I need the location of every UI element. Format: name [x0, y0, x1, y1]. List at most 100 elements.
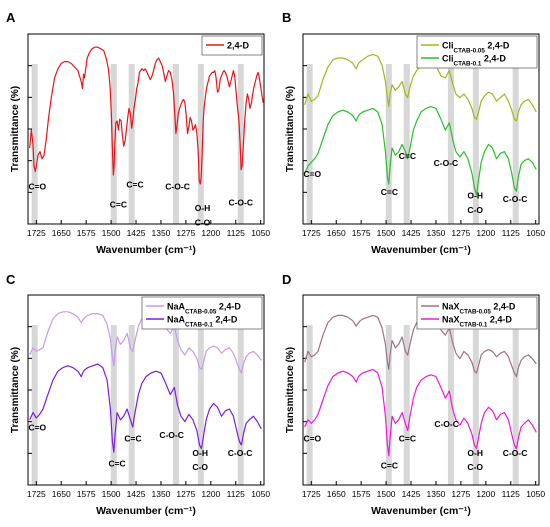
x-tick-label: 1200: [476, 489, 495, 499]
x-tick-label: 1125: [502, 489, 521, 499]
band-highlight: [472, 325, 479, 485]
band-highlight: [110, 325, 117, 485]
peak-annotation: C-O-C: [228, 198, 253, 208]
peak-annotation: C-O-C: [434, 158, 459, 168]
x-tick-label: 1650: [327, 228, 346, 238]
band-highlight: [447, 64, 454, 224]
x-tick-label: 1050: [526, 489, 545, 499]
peak-annotation: C=C: [110, 199, 127, 209]
peak-annotation: O-H: [467, 190, 483, 200]
x-tick-label: 1575: [77, 489, 96, 499]
band-highlight: [31, 64, 38, 224]
x-axis-label: Wavenumber (cm⁻¹): [371, 244, 471, 256]
x-tick-label: 1575: [77, 228, 96, 238]
panel-label: C: [6, 272, 16, 287]
band-highlight: [512, 64, 519, 224]
legend-entry: CliCTAB-0.05 2,4-D: [442, 41, 510, 55]
x-tick-label: 1500: [102, 228, 121, 238]
peak-annotation: O-H: [467, 448, 483, 458]
band-highlight: [197, 325, 204, 485]
x-tick-label: 1050: [526, 228, 545, 238]
x-axis-label: Wavenumber (cm⁻¹): [96, 244, 196, 256]
legend-box: [416, 35, 538, 69]
legend-entry: NaACTAB-0.05 2,4-D: [167, 302, 241, 316]
peak-annotation: C-O-C: [159, 430, 184, 440]
x-tick-label: 1500: [102, 489, 121, 499]
x-tick-label: 1650: [52, 489, 71, 499]
band-highlight: [403, 325, 410, 485]
legend-entry: NaXCTAB-0.05 2,4-D: [442, 302, 516, 316]
x-axis-label: Wavenumber (cm⁻¹): [96, 505, 196, 517]
peak-annotation: O-H: [192, 448, 208, 458]
band-highlight: [472, 64, 479, 224]
panel-label: B: [282, 10, 291, 25]
chart-panel-c: 1725 1650 1575 1500 1425 1350 1275 1200 1125 1050…: [6, 272, 270, 517]
x-tick-label: 1275: [451, 228, 470, 238]
x-tick-label: 1350: [426, 228, 445, 238]
chart-panel-d: 1725 1650 1575 1500 1425 1350 1275 1200 1125 1050…: [282, 272, 545, 517]
band-highlight: [385, 325, 392, 485]
peak-annotation: C=C: [108, 459, 125, 469]
legend-entry: 2,4-D: [227, 41, 250, 51]
x-tick-label: 1350: [426, 489, 445, 499]
x-tick-label: 1275: [176, 489, 195, 499]
band-highlight: [306, 64, 313, 224]
chart-panel-b: 1725 1650 1575 1500 1425 1350 1275 1200 1125 1050…: [282, 10, 545, 256]
peak-annotation: C-O-C: [503, 194, 528, 204]
x-tick-label: 1350: [151, 489, 170, 499]
peak-annotation: C=O: [303, 169, 321, 179]
legend-box: [201, 35, 263, 56]
peak-annotation: O-H: [195, 203, 211, 213]
band-highlight: [197, 64, 204, 224]
peak-annotation: C-O-C: [228, 448, 253, 458]
peak-annotation: C=C: [381, 460, 398, 470]
peak-annotation: C=C: [124, 433, 141, 443]
x-tick-label: 1725: [302, 228, 321, 238]
band-highlight: [403, 64, 410, 224]
peak-annotation: C=C: [399, 151, 416, 161]
band-highlight: [306, 325, 313, 485]
x-tick-label: 1650: [52, 228, 71, 238]
x-tick-label: 1500: [377, 489, 396, 499]
peak-annotation: C-O-C: [434, 419, 459, 429]
band-highlight: [385, 64, 392, 224]
x-tick-label: 1425: [127, 489, 146, 499]
x-tick-label: 1725: [27, 489, 46, 499]
y-axis-label: Transmittance (%): [285, 347, 296, 433]
band-highlight: [512, 325, 519, 485]
band-highlight: [237, 325, 244, 485]
band-highlight: [447, 325, 454, 485]
peak-annotation: C-O: [195, 217, 211, 227]
x-tick-label: 1125: [502, 228, 521, 238]
peak-annotation: C=O: [303, 433, 321, 443]
legend-entry: NaXCTAB-0.1 2,4-D: [442, 315, 512, 329]
panel-label: A: [6, 10, 16, 25]
x-tick-label: 1200: [201, 228, 220, 238]
band-highlight: [128, 64, 135, 224]
band-highlight: [172, 64, 179, 224]
x-tick-label: 1425: [402, 489, 421, 499]
x-tick-label: 1200: [476, 228, 495, 238]
x-tick-label: 1275: [451, 489, 470, 499]
y-axis-label: Transmittance (%): [285, 86, 296, 172]
x-tick-label: 1275: [176, 228, 195, 238]
band-highlight: [128, 325, 135, 485]
panel-label: D: [282, 272, 291, 287]
series-line-1: [29, 46, 264, 185]
series-line-2: [304, 368, 537, 457]
peak-annotation: C=C: [126, 180, 143, 190]
x-axis-label: Wavenumber (cm⁻¹): [371, 505, 471, 517]
x-tick-label: 1575: [352, 489, 371, 499]
x-tick-label: 1125: [227, 489, 246, 499]
series-line-2: [304, 105, 537, 196]
x-tick-label: 1575: [352, 228, 371, 238]
band-highlight: [110, 64, 117, 224]
peak-annotation: C-O: [467, 462, 483, 472]
legend-box: [416, 296, 538, 330]
band-highlight: [172, 325, 179, 485]
peak-annotation: C-O: [192, 462, 208, 472]
peak-annotation: C=C: [399, 433, 416, 443]
peak-annotation: C-O-C: [503, 448, 528, 458]
band-highlight: [31, 325, 38, 485]
series-line-2: [29, 363, 262, 453]
